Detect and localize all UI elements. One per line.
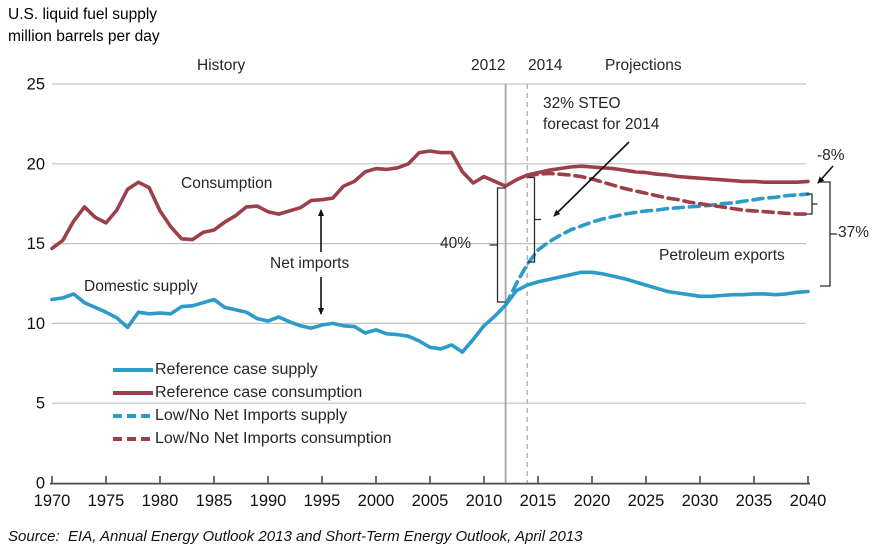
legend-label: Low/No Net Imports supply [155,406,348,424]
x-tick-label-2020: 2020 [574,492,611,510]
legend-label: Reference case consumption [155,383,363,401]
pct-reference-2040: 37% [838,224,870,241]
x-tick-label-1975: 1975 [88,492,125,510]
y-tick-label-25: 25 [27,76,45,94]
y-tick-label-20: 20 [27,155,45,173]
pct-net-imports-2012: 40% [440,235,472,252]
legend-swatch-dashed [113,413,153,418]
x-tick-label-1995: 1995 [304,492,341,510]
consumption-series-label: Consumption [181,175,273,192]
projections-period-label: Projections [605,57,682,74]
chart-title: U.S. liquid fuel supply [8,6,158,23]
steo-forecast-line2: forecast for 2014 [543,116,660,133]
x-tick-label-2000: 2000 [358,492,395,510]
axes: 1970 1975 1980 1985 1990 1995 2000 2005 2010 2015… [27,76,827,511]
legend: Reference case supply Reference case cons… [113,358,392,450]
data-series [50,149,810,354]
net-imports-2012-bracket [489,187,506,303]
y-tick-label-0: 0 [36,475,45,493]
minus8-annotation-arrow [817,165,834,184]
legend-label: Reference case supply [155,360,318,378]
x-tick-label-2040: 2040 [790,492,827,510]
annotation-shapes [318,141,837,315]
steo-2014-bracket [527,176,541,263]
series-reference-case-supply [50,270,810,354]
y-tick-label-15: 15 [27,235,45,253]
year-2012-label: 2012 [471,57,506,74]
pct-low-case-2040: -8% [817,147,845,164]
legend-item-3: Low/No Net Imports consumption [113,427,392,450]
petroleum-exports-label: Petroleum exports [659,247,785,264]
x-tick-label-1970: 1970 [34,492,71,510]
gridlines [52,83,806,483]
legend-item-0: Reference case supply [113,358,392,381]
y-tick-label-5: 5 [36,395,45,413]
x-tick-label-1980: 1980 [142,492,179,510]
x-tick-label-1985: 1985 [196,492,233,510]
y-tick-label-10: 10 [27,315,45,333]
x-tick-label-2025: 2025 [628,492,665,510]
legend-swatch-solid [113,390,153,395]
legend-label: Low/No Net Imports consumption [155,429,392,447]
low-case-2040-brace [806,193,818,215]
net-imports-label: Net imports [270,255,350,272]
domestic-supply-series-label: Domestic supply [84,278,198,295]
steo-forecast-annotation: 32% STEO forecast for 2014 [543,93,659,135]
x-tick-label-2005: 2005 [412,492,449,510]
series-reference-case-consumption [50,149,810,251]
reference-2040-bracket [820,181,837,287]
chart-units-subtitle: million barrels per day [8,28,160,45]
legend-swatch-dashed [113,436,153,441]
x-tick-label-2010: 2010 [466,492,503,510]
x-tick-label-2030: 2030 [682,492,719,510]
x-tick-label-1990: 1990 [250,492,287,510]
steo-forecast-line1: 32% STEO [543,95,621,112]
history-period-label: History [197,57,246,74]
series-low-no-net-imports-consumption [525,171,810,216]
legend-item-2: Low/No Net Imports supply [113,404,392,427]
x-tick-label-2015: 2015 [520,492,557,510]
x-tick-label-2035: 2035 [736,492,773,510]
legend-swatch-solid [113,367,153,372]
steo-annotation-arrow [553,141,630,217]
series-low-no-net-imports-supply [503,192,810,307]
year-2014-label: 2014 [528,57,563,74]
source-citation: Source: EIA, Annual Energy Outlook 2013 … [8,528,583,545]
legend-item-1: Reference case consumption [113,381,392,404]
